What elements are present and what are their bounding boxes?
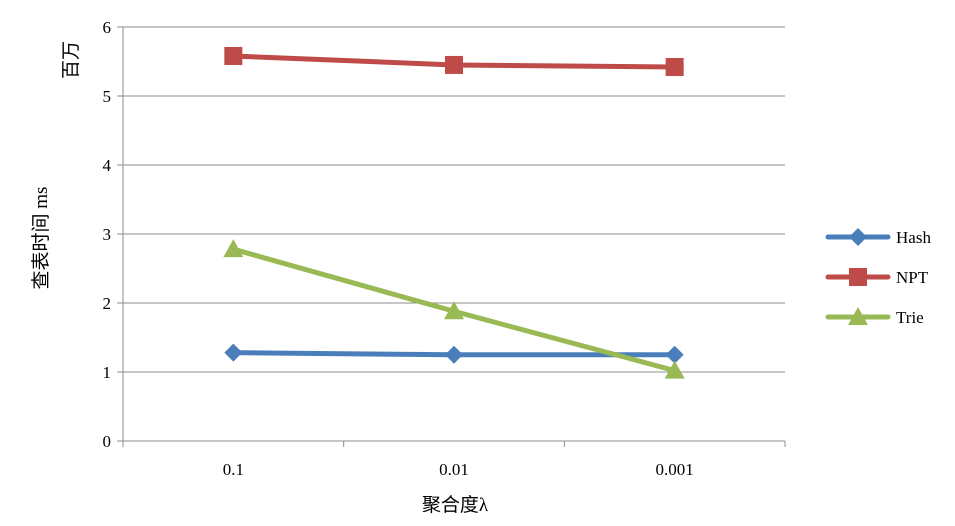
y-tick-label: 6 (103, 18, 112, 37)
data-point-npt (445, 55, 463, 74)
series-layer (223, 46, 685, 379)
data-point-hash (445, 345, 463, 364)
legend-item-trie: Trie (825, 307, 924, 327)
x-tick-labels: 0.1 0.01 0.001 (223, 460, 694, 479)
series-hash (224, 343, 684, 364)
legend-label: NPT (896, 268, 929, 287)
y-tick-label: 3 (103, 225, 112, 244)
series-trie (223, 239, 685, 379)
x-tick-label: 0.001 (656, 460, 694, 479)
legend-label: Trie (896, 308, 924, 327)
legend-swatch-marker (849, 268, 867, 286)
legend-label: Hash (896, 228, 931, 247)
series-npt (224, 46, 684, 77)
x-tick-label: 0.1 (223, 460, 244, 479)
data-point-trie (664, 360, 685, 379)
legend-swatch-marker (849, 228, 867, 246)
data-point-hash (224, 343, 243, 362)
y-axis-title: 查表时间 ms (30, 187, 52, 290)
y-axis-unit-label: 百万 (61, 41, 82, 79)
y-tick-label: 1 (103, 363, 112, 382)
x-axis-title: 聚合度λ (422, 494, 489, 516)
legend-swatch-marker (848, 307, 868, 325)
data-point-npt (665, 58, 684, 77)
y-tick-label: 0 (103, 432, 112, 451)
y-tick-label: 5 (103, 87, 112, 106)
gridlines (123, 26, 785, 373)
data-point-npt (224, 46, 243, 65)
data-point-hash (665, 345, 684, 364)
data-point-trie (444, 301, 464, 320)
data-point-trie (223, 239, 244, 258)
y-tick-labels: 0 1 2 3 4 5 6 (103, 18, 112, 451)
axes (117, 26, 786, 447)
legend: Hash NPT Trie (825, 228, 931, 327)
legend-item-npt: NPT (825, 268, 929, 287)
y-tick-label: 4 (103, 156, 112, 175)
x-tick-label: 0.01 (439, 460, 469, 479)
legend-item-hash: Hash (825, 228, 931, 247)
y-tick-label: 2 (103, 294, 112, 313)
